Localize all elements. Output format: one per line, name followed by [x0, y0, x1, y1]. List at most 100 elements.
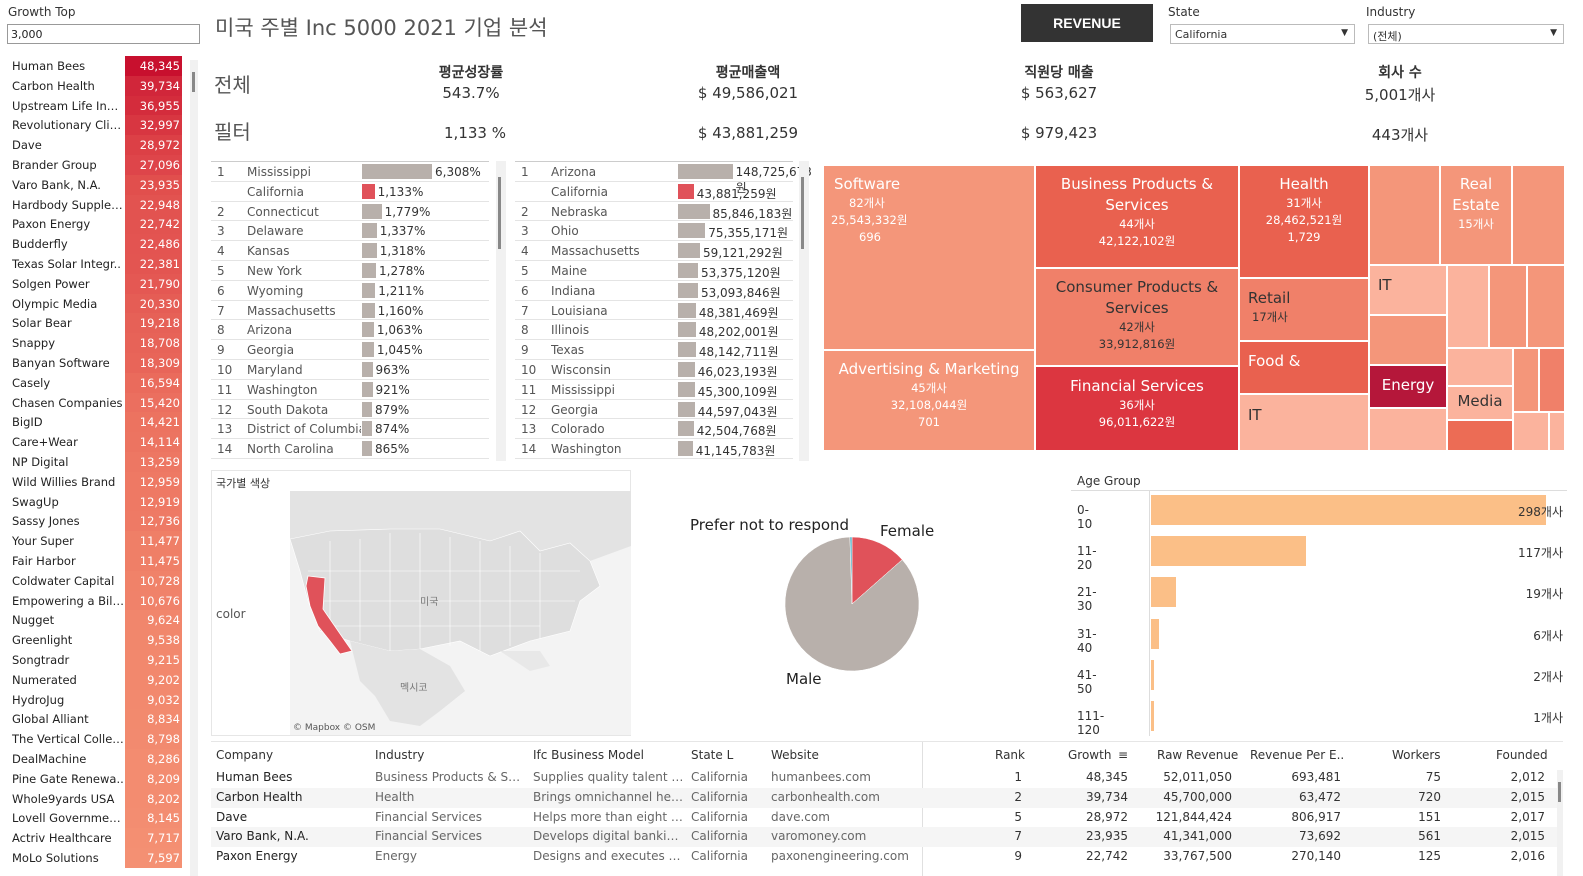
- list-item[interactable]: The Vertical Collec.. 8,798: [0, 729, 190, 750]
- table-row[interactable]: 13 District of Columbia 874%: [211, 419, 489, 440]
- list-item[interactable]: Pine Gate Renewa.. 8,209: [0, 768, 190, 789]
- table-row[interactable]: 14 North Carolina 865%: [211, 439, 489, 459]
- table-row[interactable]: 8 Arizona 1,063%: [211, 320, 489, 341]
- state-filter-dropdown[interactable]: California ▼: [1170, 24, 1355, 44]
- treemap-block[interactable]: [1549, 412, 1565, 451]
- list-item[interactable]: Wild Willies Brand 12,959: [0, 471, 190, 492]
- age-bar[interactable]: [1151, 659, 1154, 690]
- col-raw-revenue[interactable]: Raw Revenue: [1157, 748, 1239, 762]
- table-row[interactable]: Paxon Energy Energy Designs and executes e…: [211, 847, 1563, 867]
- list-item[interactable]: Banyan Software 18,309: [0, 353, 190, 373]
- table-row[interactable]: 14 Washington 41,145,783원: [515, 439, 793, 459]
- list-item[interactable]: Brander Group 27,096: [0, 155, 190, 175]
- treemap-block[interactable]: [1369, 165, 1440, 265]
- treemap-block[interactable]: [1447, 265, 1489, 348]
- table-row[interactable]: 4 Massachusetts 59,121,292원: [515, 241, 793, 261]
- list-item[interactable]: Global Alliant 8,834: [0, 709, 190, 730]
- table-row[interactable]: Dave Financial Services Helps more than ei…: [211, 808, 1563, 828]
- table-row[interactable]: 11 Mississippi 45,300,109원: [515, 380, 793, 400]
- list-item[interactable]: Olympic Media 20,330: [0, 293, 190, 314]
- treemap-consumer-products[interactable]: Consumer Products & Services 42개사 33,912…: [1035, 268, 1239, 366]
- list-item[interactable]: Numerated 9,202: [0, 669, 190, 690]
- list-item[interactable]: Sassy Jones 12,736: [0, 511, 190, 532]
- age-bar[interactable]: [1151, 618, 1159, 649]
- table-row[interactable]: 3 Delaware 1,337%: [211, 221, 489, 242]
- revenue-button[interactable]: REVENUE: [1021, 4, 1153, 42]
- treemap-it[interactable]: IT: [1369, 265, 1447, 315]
- list-item[interactable]: Dave 28,972: [0, 135, 190, 156]
- table-row[interactable]: Carbon Health Health Brings omnichannel he…: [211, 787, 1563, 808]
- table-row[interactable]: 10 Maryland 963%: [211, 360, 489, 380]
- list-item[interactable]: Texas Solar Integr.. 22,381: [0, 254, 190, 274]
- table-row[interactable]: 10 Wisconsin 46,023,193원: [515, 360, 793, 380]
- treemap-block[interactable]: [1447, 348, 1513, 386]
- treemap-block[interactable]: [1447, 420, 1513, 451]
- growth-table-scrollbar[interactable]: [496, 161, 506, 461]
- revenue-table-scrollbar[interactable]: [799, 161, 809, 461]
- treemap-media[interactable]: Media: [1447, 386, 1513, 420]
- table-row[interactable]: 6 Indiana 53,093,846원: [515, 281, 793, 301]
- list-item[interactable]: Chasen Companies 15,420: [0, 392, 190, 413]
- table-scrollbar[interactable]: [1557, 770, 1563, 876]
- table-row[interactable]: 4 Kansas 1,318%: [211, 241, 489, 261]
- age-bar[interactable]: [1151, 701, 1154, 731]
- treemap-block[interactable]: [1539, 348, 1565, 412]
- left-list-scroll-thumb[interactable]: [192, 72, 195, 92]
- list-item[interactable]: Coldwater Capital 10,728: [0, 570, 190, 591]
- table-row[interactable]: 9 Texas 48,142,711원: [515, 340, 793, 360]
- treemap-block[interactable]: [1489, 265, 1527, 348]
- table-row[interactable]: 12 Georgia 44,597,043원: [515, 400, 793, 420]
- list-item[interactable]: Snappy 18,708: [0, 333, 190, 354]
- treemap-block[interactable]: [1527, 265, 1565, 348]
- table-row[interactable]: 2 Connecticut 1,779%: [211, 202, 489, 222]
- list-item[interactable]: Carbon Health 39,734: [0, 75, 190, 96]
- treemap-food[interactable]: Food &: [1239, 341, 1369, 394]
- treemap-block[interactable]: [1513, 412, 1549, 451]
- treemap-it-small[interactable]: IT: [1239, 394, 1369, 451]
- table-row[interactable]: 1 Arizona 148,725,673원: [515, 162, 812, 195]
- treemap-software[interactable]: Software 82개사 25,543,332원 696: [823, 165, 1035, 350]
- list-item[interactable]: Your Super 11,477: [0, 531, 190, 552]
- pie-slice-female[interactable]: [851, 536, 903, 605]
- col-revenue-per-employee[interactable]: Revenue Per E..: [1250, 748, 1345, 762]
- treemap-energy[interactable]: Energy: [1369, 365, 1447, 408]
- list-item[interactable]: NP Digital 13,259: [0, 452, 190, 472]
- list-item[interactable]: Lovell Government.. 8,145: [0, 808, 190, 829]
- usa-map[interactable]: 미국 멕시코: [290, 491, 631, 735]
- table-row[interactable]: California 43,881,259원: [515, 182, 793, 202]
- table-row[interactable]: 7 Louisiana 48,381,469원: [515, 301, 793, 321]
- industry-filter-dropdown[interactable]: (전체) ▼: [1368, 24, 1564, 44]
- table-row[interactable]: 13 Colorado 42,504,768원: [515, 419, 793, 440]
- list-item[interactable]: Hardbody Supplem.. 22,948: [0, 194, 190, 215]
- age-bar[interactable]: [1151, 577, 1177, 608]
- list-item[interactable]: Care+Wear 14,114: [0, 432, 190, 453]
- col-growth[interactable]: Growth: [1068, 748, 1112, 762]
- list-item[interactable]: Budderfly 22,486: [0, 234, 190, 255]
- list-item[interactable]: Solgen Power 21,790: [0, 273, 190, 294]
- treemap-block[interactable]: [1369, 408, 1447, 451]
- age-bar[interactable]: [1151, 495, 1546, 525]
- list-item[interactable]: Whole9yards USA 8,202: [0, 788, 190, 809]
- col-workers[interactable]: Workers: [1392, 748, 1441, 762]
- table-row[interactable]: Human Bees Business Products & Servi.. Sup…: [211, 768, 1563, 788]
- treemap-real-estate[interactable]: Real Estate 15개사: [1440, 165, 1512, 265]
- col-business-model[interactable]: Ifc Business Model: [533, 748, 644, 762]
- table-row[interactable]: 9 Georgia 1,045%: [211, 340, 489, 360]
- list-item[interactable]: Empowering a Billi.. 10,676: [0, 590, 190, 611]
- treemap-block[interactable]: [1512, 165, 1565, 265]
- treemap-block[interactable]: [1369, 315, 1447, 365]
- treemap-business-products[interactable]: Business Products & Services 44개사 42,122…: [1035, 165, 1239, 268]
- revenue-table-scroll-thumb[interactable]: [801, 177, 804, 249]
- table-row[interactable]: 8 Illinois 48,202,001원: [515, 320, 793, 341]
- list-item[interactable]: Human Bees 48,345: [0, 56, 190, 76]
- col-state[interactable]: State L: [691, 748, 734, 762]
- list-item[interactable]: MoLo Solutions 7,597: [0, 848, 190, 868]
- left-list-scrollbar[interactable]: [190, 60, 198, 876]
- age-bar[interactable]: [1151, 536, 1307, 567]
- list-item[interactable]: Casely 16,594: [0, 372, 190, 393]
- table-row[interactable]: 7 Massachusetts 1,160%: [211, 301, 489, 321]
- table-row[interactable]: 1 Mississippi 6,308%: [211, 162, 489, 182]
- list-item[interactable]: Solar Bear 19,218: [0, 313, 190, 334]
- table-row[interactable]: 3 Ohio 75,355,171원: [515, 221, 793, 242]
- table-row[interactable]: 11 Washington 921%: [211, 380, 489, 400]
